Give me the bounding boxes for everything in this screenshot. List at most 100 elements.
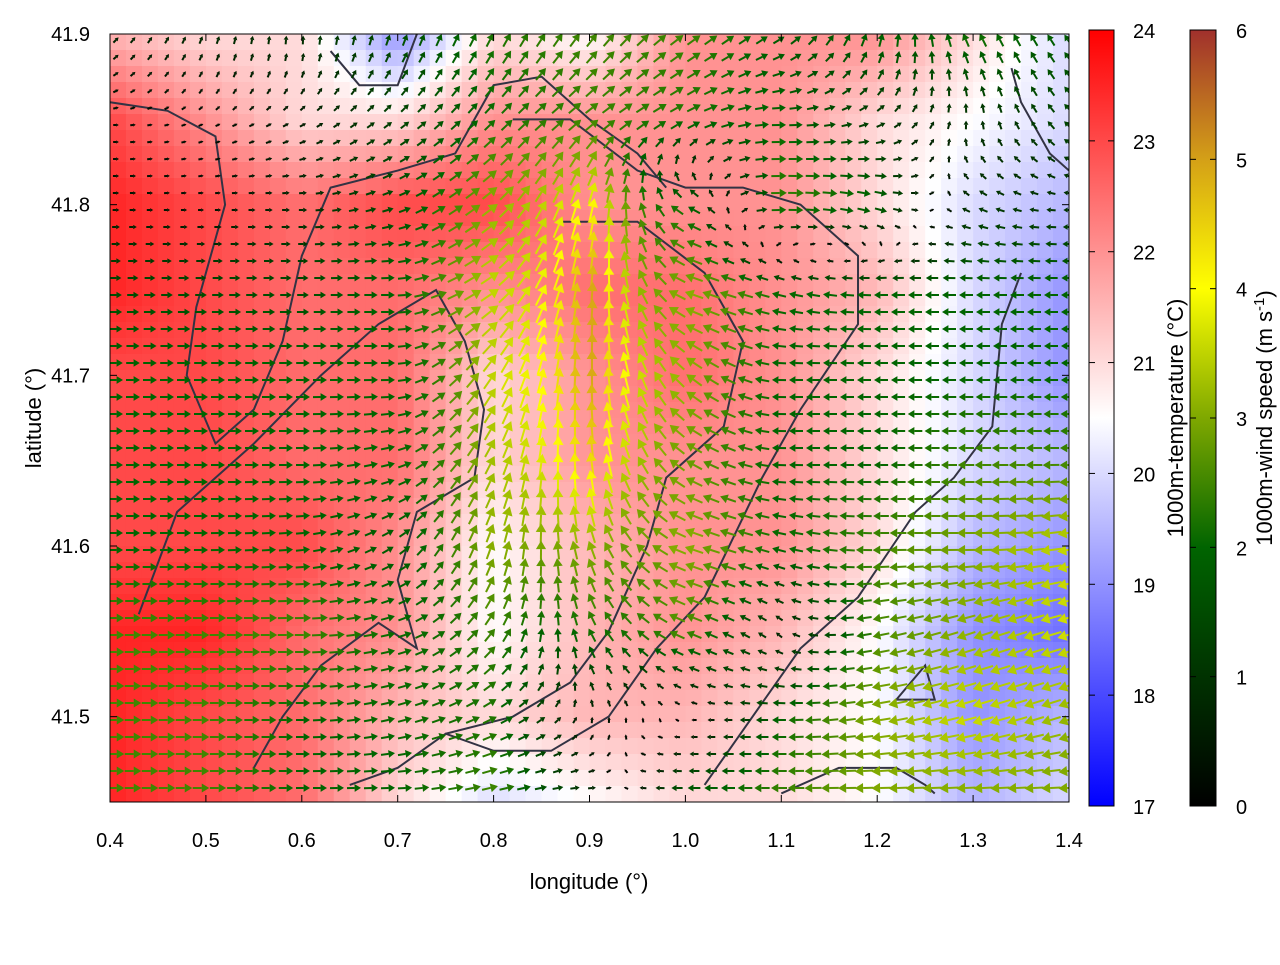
heatmap-cell xyxy=(765,482,782,499)
heatmap-cell xyxy=(430,178,447,195)
heatmap-cell xyxy=(286,34,303,51)
heatmap-cell xyxy=(542,754,559,771)
wind-arrow-shaft xyxy=(165,108,167,109)
heatmap-cell xyxy=(238,754,255,771)
heatmap-cell xyxy=(174,578,191,595)
heatmap-cell xyxy=(126,34,143,51)
heatmap-cell xyxy=(733,578,750,595)
wind-arrow-shaft xyxy=(217,57,218,61)
heatmap-cell xyxy=(254,562,271,579)
heatmap-cell xyxy=(685,690,702,707)
heatmap-cell xyxy=(190,82,207,99)
heatmap-cell xyxy=(238,658,255,675)
heatmap-cell xyxy=(222,50,239,67)
wind-arrow-shaft xyxy=(728,210,729,214)
wind-arrow-shaft xyxy=(285,57,286,61)
heatmap-cell xyxy=(558,610,575,627)
heatmap-cell xyxy=(350,226,367,243)
heatmap-cell xyxy=(142,386,159,403)
wind-arrow-shaft xyxy=(949,74,950,80)
wind-arrow-shaft xyxy=(676,159,677,164)
heatmap-cell xyxy=(605,738,622,755)
heatmap-cell xyxy=(430,98,447,115)
heatmap-cell xyxy=(877,66,894,83)
heatmap-cell xyxy=(877,210,894,227)
heatmap-cell xyxy=(829,50,846,67)
heatmap-cell xyxy=(206,34,223,51)
heatmap-cell xyxy=(1005,162,1022,179)
heatmap-cell xyxy=(797,130,814,147)
heatmap-cell xyxy=(733,226,750,243)
wind-arrow-shaft xyxy=(336,40,337,45)
wind-arrow-shaft xyxy=(268,57,269,61)
heatmap-cell xyxy=(430,450,447,467)
wind-arrow-shaft xyxy=(216,125,218,126)
heatmap-cell xyxy=(318,642,335,659)
heatmap-cell xyxy=(861,386,878,403)
heatmap-cell xyxy=(222,130,239,147)
heatmap-cell xyxy=(206,290,223,307)
wind-arrow-shaft xyxy=(283,142,286,143)
wind-arrow-shaft xyxy=(949,176,950,179)
wind-arrow-shaft xyxy=(772,91,779,92)
heatmap-cell xyxy=(558,594,575,611)
heatmap-cell xyxy=(238,642,255,659)
heatmap-cell xyxy=(174,562,191,579)
heatmap-cell xyxy=(190,482,207,499)
wind-arrow-shaft xyxy=(966,142,967,146)
heatmap-cell xyxy=(190,130,207,147)
heatmap-cell xyxy=(1021,290,1038,307)
heatmap-cell xyxy=(206,66,223,83)
heatmap-cell xyxy=(861,466,878,483)
wind-arrow-shaft xyxy=(249,125,252,126)
heatmap-cell xyxy=(430,626,447,643)
heatmap-cell xyxy=(190,210,207,227)
heatmap-cell xyxy=(158,370,175,387)
heatmap-cell xyxy=(749,738,766,755)
heatmap-cell xyxy=(142,114,159,131)
heatmap-cell xyxy=(142,274,159,291)
heatmap-cell xyxy=(254,290,271,307)
heatmap-cell xyxy=(1053,130,1070,147)
heatmap-cell xyxy=(941,290,958,307)
heatmap-cell xyxy=(909,34,926,51)
heatmap-cell xyxy=(142,482,159,499)
heatmap-cell xyxy=(318,290,335,307)
heatmap-cell xyxy=(1037,210,1054,227)
wind-arrow-shaft xyxy=(932,39,933,46)
wind-arrow-shaft xyxy=(300,142,304,143)
wind-arrow-shaft xyxy=(353,40,354,45)
heatmap-cell xyxy=(334,370,351,387)
heatmap-cell xyxy=(174,194,191,211)
wind-arrow-shaft xyxy=(382,244,389,245)
heatmap-cell xyxy=(605,674,622,691)
heatmap-cell xyxy=(781,98,798,115)
heatmap-cell xyxy=(1021,194,1038,211)
heatmap-cell xyxy=(1021,306,1038,323)
heatmap-cell xyxy=(190,306,207,323)
wind-arrow-shaft xyxy=(198,159,201,160)
heatmap-cell xyxy=(941,322,958,339)
wind-arrow-shaft xyxy=(282,176,286,177)
wind-arrow-shaft xyxy=(232,142,235,143)
wind-arrow-shaft xyxy=(948,125,949,129)
heatmap-cell xyxy=(238,466,255,483)
wind-arrow-shaft xyxy=(164,125,167,126)
heatmap-cell xyxy=(142,306,159,323)
wind-arrow-shaft xyxy=(365,244,371,245)
wind-arrow-shaft xyxy=(626,226,627,236)
heatmap-cell xyxy=(350,498,367,515)
wind-arrow-shaft xyxy=(842,226,847,227)
heatmap-cell xyxy=(238,290,255,307)
heatmap-cell xyxy=(270,98,287,115)
wind-arrow-shaft xyxy=(302,74,303,78)
heatmap-cell xyxy=(318,482,335,499)
heatmap-cell xyxy=(845,466,862,483)
heatmap-cell xyxy=(334,274,351,291)
heatmap-cell xyxy=(142,98,159,115)
heatmap-cell xyxy=(877,130,894,147)
wind-arrow-shaft xyxy=(929,193,932,194)
heatmap-cell xyxy=(941,386,958,403)
heatmap-cell xyxy=(158,226,175,243)
